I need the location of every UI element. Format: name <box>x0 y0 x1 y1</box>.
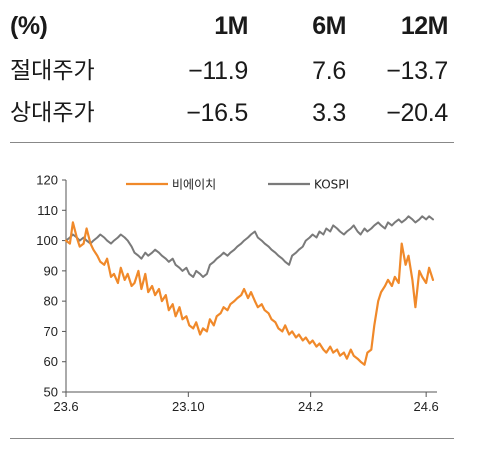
y-tick-label: 90 <box>44 263 58 278</box>
y-tick-label: 50 <box>44 385 58 400</box>
legend: 비에이치 KOSPI <box>126 178 349 192</box>
header-1m: 1M <box>214 12 248 40</box>
table-row-relative: 상대주가 −16.5 3.3 −20.4 <box>0 93 488 133</box>
divider-top <box>10 142 454 143</box>
legend-item-kospi: KOSPI <box>268 178 349 192</box>
legend-label: 비에이치 <box>172 178 216 192</box>
absolute-12m-value: −13.7 <box>386 57 448 85</box>
y-tick-label: 110 <box>37 203 58 218</box>
series-line-kospi <box>65 215 434 278</box>
x-tick-label: 23.10 <box>172 399 205 414</box>
table-row-absolute: 절대주가 −11.9 7.6 −13.7 <box>0 51 488 91</box>
series-lines <box>64 215 435 366</box>
y-tick-label: 120 <box>36 173 58 188</box>
row-label-absolute: 절대주가 <box>10 58 95 84</box>
absolute-6m-value: 7.6 <box>312 57 346 85</box>
y-tick-label: 80 <box>44 294 58 309</box>
legend-item-bh: 비에이치 <box>126 178 216 192</box>
y-tick-label: 60 <box>44 354 58 369</box>
legend-label: KOSPI <box>314 178 349 192</box>
series-line-bh <box>64 221 435 366</box>
y-tick-label: 70 <box>44 324 58 339</box>
x-axis: 23.6 23.10 24.2 24.6 <box>53 391 439 414</box>
x-tick-label: 24.2 <box>298 399 323 414</box>
relative-12m-value: −20.4 <box>386 99 448 127</box>
x-tick-label: 24.6 <box>413 399 438 414</box>
divider-bottom <box>10 438 454 439</box>
x-tick-label: 23.6 <box>53 399 78 414</box>
relative-1m-value: −16.5 <box>186 99 248 127</box>
absolute-1m-value: −11.9 <box>188 57 248 85</box>
header-unit: (%) <box>10 12 48 40</box>
table-header-row: (%) 1M 6M 12M <box>0 6 488 46</box>
header-6m: 6M <box>312 12 346 40</box>
relative-6m-value: 3.3 <box>312 99 346 127</box>
price-chart: 50 60 70 80 90 100 110 120 23.6 23.10 24.2 24.6 비에… <box>36 173 439 415</box>
y-axis: 50 60 70 80 90 100 110 120 <box>36 173 67 400</box>
header-12m: 12M <box>400 12 449 40</box>
y-tick-label: 100 <box>36 233 58 248</box>
row-label-relative: 상대주가 <box>10 100 95 126</box>
